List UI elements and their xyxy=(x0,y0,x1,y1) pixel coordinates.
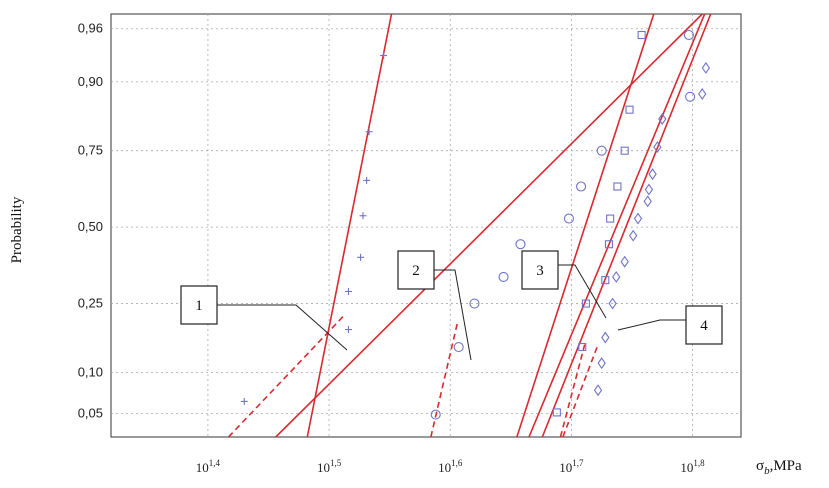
data-point xyxy=(576,181,587,192)
data-point xyxy=(637,30,646,40)
y-tick-label: 0,50 xyxy=(78,219,103,234)
data-point xyxy=(581,299,590,308)
callout-box xyxy=(397,250,435,290)
callout-leader xyxy=(434,269,472,361)
x-tick-base: 10 xyxy=(196,460,209,475)
fit-lines-layer xyxy=(227,14,712,437)
x-tick-label: 101,8 xyxy=(680,458,705,475)
data-point xyxy=(596,145,607,156)
callout-label: 2 xyxy=(412,263,420,279)
data-point xyxy=(685,91,696,102)
fit-line xyxy=(528,14,706,437)
data-point xyxy=(563,213,575,224)
data-point xyxy=(620,255,629,268)
y-tick-label: 0,10 xyxy=(78,364,103,379)
data-point xyxy=(359,212,367,220)
x-tick-base: 10 xyxy=(680,460,693,475)
fit-line-dashed xyxy=(562,344,599,437)
x-tick-exponent: 1,8 xyxy=(693,458,705,468)
data-point xyxy=(604,240,613,249)
x-tick-label: 101,5 xyxy=(317,458,342,475)
data-point xyxy=(701,61,711,74)
data-point xyxy=(658,113,667,125)
data-point xyxy=(620,146,629,155)
data-point xyxy=(601,331,610,344)
data-point xyxy=(683,29,694,41)
data-point xyxy=(612,271,621,283)
x-tick-exponent: 1,5 xyxy=(330,458,342,468)
x-tick-exponent: 1,7 xyxy=(572,458,584,468)
callout-label: 3 xyxy=(536,263,544,279)
x-tick-exponent: 1,6 xyxy=(451,458,463,468)
grid-layer xyxy=(110,13,742,438)
data-point xyxy=(380,52,388,60)
x-axis-label: σb,MPa xyxy=(756,458,802,477)
callout-box xyxy=(685,305,723,345)
callout-leader xyxy=(558,264,607,319)
fit-line xyxy=(516,14,655,437)
callouts-layer: 1 2 3 4 xyxy=(180,250,723,361)
data-point xyxy=(593,384,603,397)
y-tick-label: 0,05 xyxy=(78,406,103,421)
fit-line xyxy=(541,14,712,437)
data-point xyxy=(552,408,561,417)
fit-line-dashed xyxy=(430,322,459,437)
x-tick-label: 101,7 xyxy=(559,458,584,475)
x-tick-label: 101,6 xyxy=(438,458,463,475)
data-point xyxy=(498,271,509,283)
data-point xyxy=(613,182,622,191)
data-point xyxy=(357,253,365,261)
data-point xyxy=(608,297,617,310)
y-tick-label: 0,25 xyxy=(78,296,103,311)
y-axis-label: Probability xyxy=(9,196,25,263)
data-point xyxy=(365,128,373,136)
x-tick-base: 10 xyxy=(317,460,330,475)
plot-frame xyxy=(110,13,742,438)
data-point xyxy=(344,287,352,295)
y-tick-label: 0,75 xyxy=(78,143,103,158)
callout-leader xyxy=(217,304,348,351)
data-point xyxy=(240,397,248,405)
fit-line xyxy=(275,14,703,437)
data-point xyxy=(453,341,464,353)
callout-leader xyxy=(617,319,686,331)
data-point xyxy=(643,195,652,208)
data-point xyxy=(698,88,707,100)
data-point xyxy=(469,298,480,309)
fit-line xyxy=(306,14,393,437)
data-point xyxy=(601,276,610,285)
data-point xyxy=(625,105,634,114)
callout-label: 1 xyxy=(195,298,203,314)
data-point xyxy=(633,212,643,225)
x-tick-exponent: 1,4 xyxy=(209,458,221,468)
data-point xyxy=(629,229,638,242)
data-points-layer xyxy=(240,29,711,420)
callout-box xyxy=(180,285,218,325)
y-tick-label: 0,96 xyxy=(78,21,103,36)
data-point xyxy=(430,409,441,420)
fit-line-dashed xyxy=(227,314,346,437)
data-point xyxy=(606,214,615,223)
callout-box xyxy=(521,250,559,290)
data-point xyxy=(597,357,606,370)
data-point xyxy=(344,326,352,334)
x-tick-base: 10 xyxy=(559,460,572,475)
data-point xyxy=(648,168,657,181)
data-point xyxy=(653,141,662,154)
data-point xyxy=(363,176,371,184)
data-point xyxy=(644,183,654,196)
data-point xyxy=(515,239,526,250)
y-tick-label: 0,90 xyxy=(78,74,103,89)
data-point xyxy=(578,342,587,352)
callout-label: 4 xyxy=(700,318,708,334)
fit-line-dashed xyxy=(559,344,586,437)
x-tick-base: 10 xyxy=(438,460,451,475)
x-tick-label: 101,4 xyxy=(196,458,221,475)
